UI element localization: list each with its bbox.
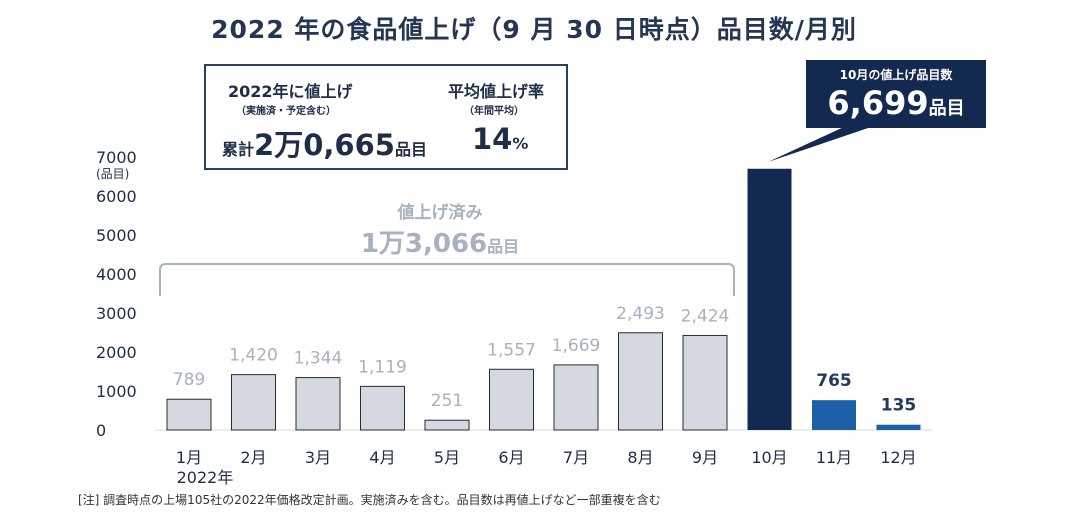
bar-12	[876, 424, 921, 430]
bar-9	[682, 334, 728, 431]
rate-value: 14	[472, 122, 513, 156]
year-label: 2022年	[177, 468, 234, 487]
bar-5	[424, 419, 470, 431]
callout-value-group: 6,699品目	[806, 84, 986, 122]
bar-2	[231, 374, 276, 431]
y-tick-label: 4000	[96, 265, 137, 284]
x-tick-label: 2月	[240, 448, 266, 467]
summary-total-prefix: 累計	[222, 140, 255, 159]
value-label: 1,119	[358, 357, 407, 377]
bar-1	[166, 398, 212, 431]
done-bracket-value: 1万3,066	[361, 229, 487, 259]
y-tick-label: 1000	[96, 382, 137, 401]
x-tick-label: 3月	[305, 448, 331, 467]
summary-label: 2022年に値上げ	[228, 82, 353, 101]
x-tick-label: 1月	[176, 448, 202, 467]
callout-label: 10月の値上げ品目数	[839, 68, 953, 82]
bar-10	[747, 168, 792, 430]
done-bracket-label: 値上げ済み	[397, 202, 483, 223]
rate-label-sub: （年間平均）	[464, 106, 524, 117]
done-bracket-total: 1万3,066品目	[361, 229, 519, 259]
callout-pointer	[768, 126, 874, 162]
y-axis-unit: (品目)	[96, 167, 129, 181]
bar-7	[553, 364, 599, 431]
x-tick-label: 7月	[563, 448, 589, 467]
bar-8	[618, 332, 663, 431]
summary-total-unit: 品目	[394, 140, 427, 159]
summary-total: 累計2万0,665品目	[222, 122, 427, 164]
y-tick-label: 5000	[96, 226, 137, 245]
rate-label: 平均値上げ率	[448, 82, 545, 101]
callout-unit: 品目	[928, 98, 965, 119]
x-tick-label: 11月	[816, 448, 852, 467]
bar-3	[295, 377, 341, 431]
footnote: [注] 調査時点の上場105社の2022年価格改定計画。実施済みを含む。品目数は…	[78, 493, 661, 507]
y-tick-label: 6000	[96, 187, 137, 206]
value-label: 2,424	[681, 306, 730, 326]
y-tick-label: 7000	[96, 148, 137, 167]
value-label: 1,420	[229, 346, 278, 366]
summary-total-value: 2万0,665	[254, 128, 395, 162]
x-tick-label: 8月	[627, 448, 653, 467]
summary-box: 2022年に値上げ （実施済・予定含む） 累計2万0,665品目 平均値上げ率 …	[204, 64, 568, 170]
value-label: 1,669	[552, 336, 601, 356]
done-bracket-unit: 品目	[487, 237, 519, 256]
bar-11	[812, 400, 856, 430]
done-bracket	[159, 263, 735, 296]
value-label: 789	[173, 370, 205, 390]
callout-value: 6,699	[827, 84, 929, 122]
rate-unit: %	[512, 134, 529, 153]
x-tick-label: 5月	[434, 448, 460, 467]
y-tick-label: 3000	[96, 304, 137, 323]
summary-label-sub: （実施済・予定含む）	[236, 106, 336, 117]
value-label: 765	[816, 371, 852, 391]
october-callout: 10月の値上げ品目数 6,699品目	[806, 60, 986, 128]
value-label: 1,344	[294, 349, 343, 369]
x-tick-label: 4月	[369, 448, 395, 467]
x-tick-label: 12月	[880, 448, 916, 467]
x-tick-label: 6月	[498, 448, 524, 467]
bar-6	[489, 368, 534, 431]
value-label: 251	[431, 391, 463, 411]
value-label: 135	[881, 396, 917, 416]
value-label: 2,493	[616, 304, 665, 324]
value-label: 1,557	[487, 340, 536, 360]
bar-4	[360, 385, 405, 431]
y-tick-label: 0	[96, 421, 106, 440]
x-tick-label: 9月	[692, 448, 718, 467]
x-tick-label: 10月	[751, 448, 787, 467]
chart-title: 2022 年の食品値上げ（9 月 30 日時点）品目数/月別	[211, 15, 857, 44]
rate-value-group: 14%	[472, 122, 528, 156]
y-tick-label: 2000	[96, 343, 137, 362]
